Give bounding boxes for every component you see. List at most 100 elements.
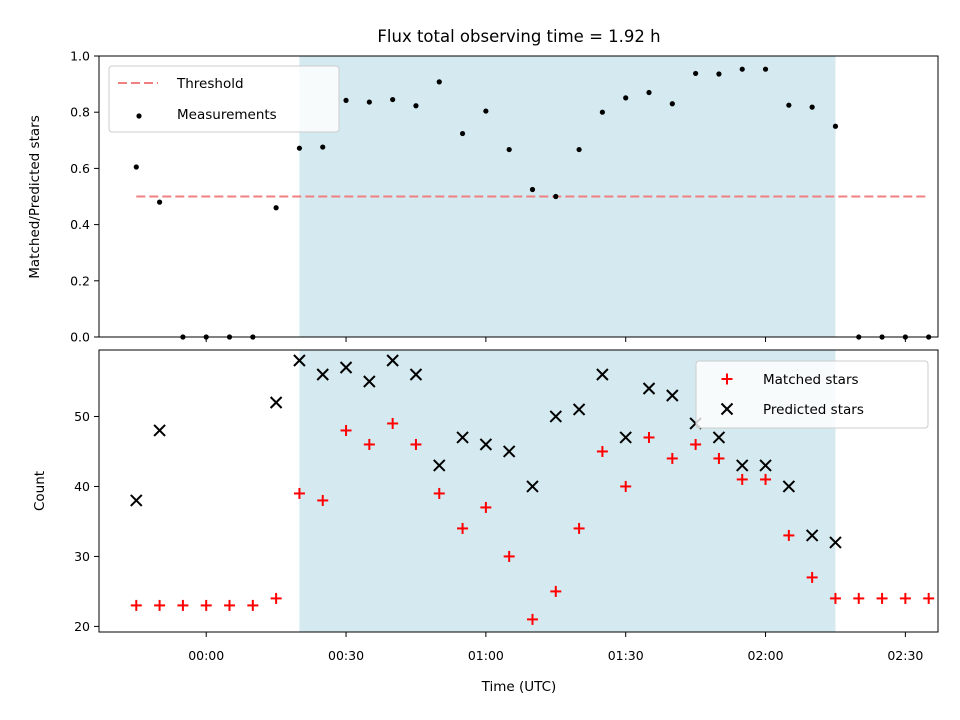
- matched-star-point: [620, 480, 632, 492]
- matched-star-point: [200, 599, 212, 611]
- count-y-tick-label: 30: [74, 549, 90, 564]
- measurement-point: [273, 205, 279, 211]
- count-x-tick-label: 02:00: [748, 648, 784, 663]
- matched-star-point: [130, 599, 142, 611]
- matched-star-point: [899, 592, 911, 604]
- predicted-star-point: [596, 368, 609, 381]
- matched-star-point: [457, 522, 469, 534]
- predicted-star-point: [829, 536, 842, 549]
- predicted-star-point: [456, 431, 469, 444]
- matched-star-point: [293, 487, 305, 499]
- matched-stars-points: [130, 417, 935, 625]
- measurement-point: [599, 109, 606, 115]
- predicted-star-point: [479, 438, 493, 451]
- matched-star-point: [387, 417, 399, 429]
- matched-star-point: [829, 592, 841, 604]
- matched-star-point: [573, 522, 585, 534]
- legend-matched-label: Matched stars: [763, 372, 859, 388]
- measurement-point: [669, 101, 675, 107]
- ratio-panel: 0.0 0.2 0.4 0.6 0.8 1.0 Matched/Predicted sta…: [27, 49, 939, 345]
- measurement-point: [529, 186, 536, 193]
- predicted-star-point: [549, 410, 562, 423]
- matched-star-point: [503, 550, 515, 562]
- count-y-tick-label: 50: [74, 409, 90, 424]
- predicted-star-point: [433, 459, 446, 472]
- measurement-point: [320, 144, 326, 150]
- count-legend: Matched stars Predicted stars: [695, 360, 929, 429]
- measurement-point: [832, 123, 839, 129]
- predicted-star-point: [642, 382, 656, 395]
- matched-star-point: [736, 473, 748, 485]
- ratio-legend: Threshold Measurements: [108, 65, 340, 133]
- measurement-point: [693, 70, 699, 77]
- legend-predicted-swatch: [720, 402, 734, 416]
- count-legend-box: [695, 360, 929, 429]
- matched-star-point: [596, 445, 608, 457]
- predicted-star-point: [409, 368, 423, 381]
- matched-star-point: [154, 599, 166, 611]
- measurement-point: [133, 164, 139, 170]
- ratio-y-tick-label: 0.0: [70, 330, 90, 345]
- measurement-point: [436, 79, 442, 85]
- matched-star-point: [433, 487, 445, 499]
- predicted-star-point: [805, 529, 819, 542]
- predicted-stars-points: [130, 354, 842, 549]
- measurement-point: [646, 89, 652, 96]
- predicted-star-point: [316, 368, 329, 381]
- predicted-star-point: [269, 396, 283, 409]
- count-x-tick-label: 02:30: [887, 648, 923, 663]
- matched-star-point: [923, 592, 935, 604]
- legend-predicted-marker: [720, 402, 734, 416]
- measurement-point: [716, 71, 722, 77]
- matched-star-point: [853, 592, 865, 604]
- predicted-star-point: [293, 354, 306, 367]
- matched-star-point: [806, 571, 818, 583]
- legend-measurements-label: Measurements: [177, 107, 277, 123]
- count-x-tick-label: 00:00: [188, 648, 224, 663]
- matched-star-point: [713, 452, 725, 464]
- predicted-star-point: [130, 494, 143, 507]
- predicted-star-point: [782, 480, 796, 493]
- measurement-point: [809, 104, 815, 110]
- measurement-point: [786, 102, 792, 108]
- ratio-y-tick-label: 0.6: [70, 161, 90, 176]
- matched-star-point: [363, 438, 375, 450]
- x-axis-label: Time (UTC): [481, 679, 557, 695]
- predicted-star-point: [386, 354, 399, 367]
- predicted-star-point: [759, 459, 772, 472]
- matched-star-point: [480, 501, 492, 513]
- matched-star-point: [783, 529, 795, 541]
- count-x-tick-label: 01:00: [468, 648, 504, 663]
- matched-star-point: [690, 438, 702, 450]
- predicted-star-point: [619, 431, 632, 444]
- ratio-y-tick-label: 0.2: [70, 273, 90, 288]
- measurement-point: [413, 103, 419, 109]
- matched-star-point: [643, 431, 655, 443]
- legend-matched-marker: [721, 373, 733, 385]
- matched-star-point: [666, 452, 678, 464]
- matched-star-point: [177, 599, 189, 611]
- ratio-legend-box: [108, 65, 340, 133]
- count-x-tick-label: 01:30: [608, 648, 644, 663]
- count-x-tick-label: 00:30: [328, 648, 364, 663]
- measurement-point: [343, 97, 349, 103]
- count-axes-frame: [98, 349, 939, 633]
- count-x-ticks: 00:00 00:30 01:00 01:30 02:00 02:30: [188, 632, 923, 663]
- measurement-point: [156, 199, 163, 205]
- matched-star-point: [340, 424, 352, 436]
- count-y-tick-label: 20: [74, 619, 90, 634]
- ratio-x-ticks: [205, 337, 906, 342]
- measurement-point: [739, 66, 745, 72]
- ratio-y-tick-label: 0.4: [70, 217, 90, 232]
- matched-star-point: [526, 613, 538, 625]
- count-y-ticks: 20 30 40 50: [74, 409, 99, 634]
- matched-star-point: [317, 494, 329, 506]
- matched-star-point: [410, 438, 422, 450]
- predicted-star-point: [526, 480, 539, 493]
- predicted-star-point: [736, 459, 749, 472]
- measurement-point: [459, 130, 466, 137]
- predicted-star-point: [153, 424, 166, 437]
- predicted-star-point: [666, 389, 679, 402]
